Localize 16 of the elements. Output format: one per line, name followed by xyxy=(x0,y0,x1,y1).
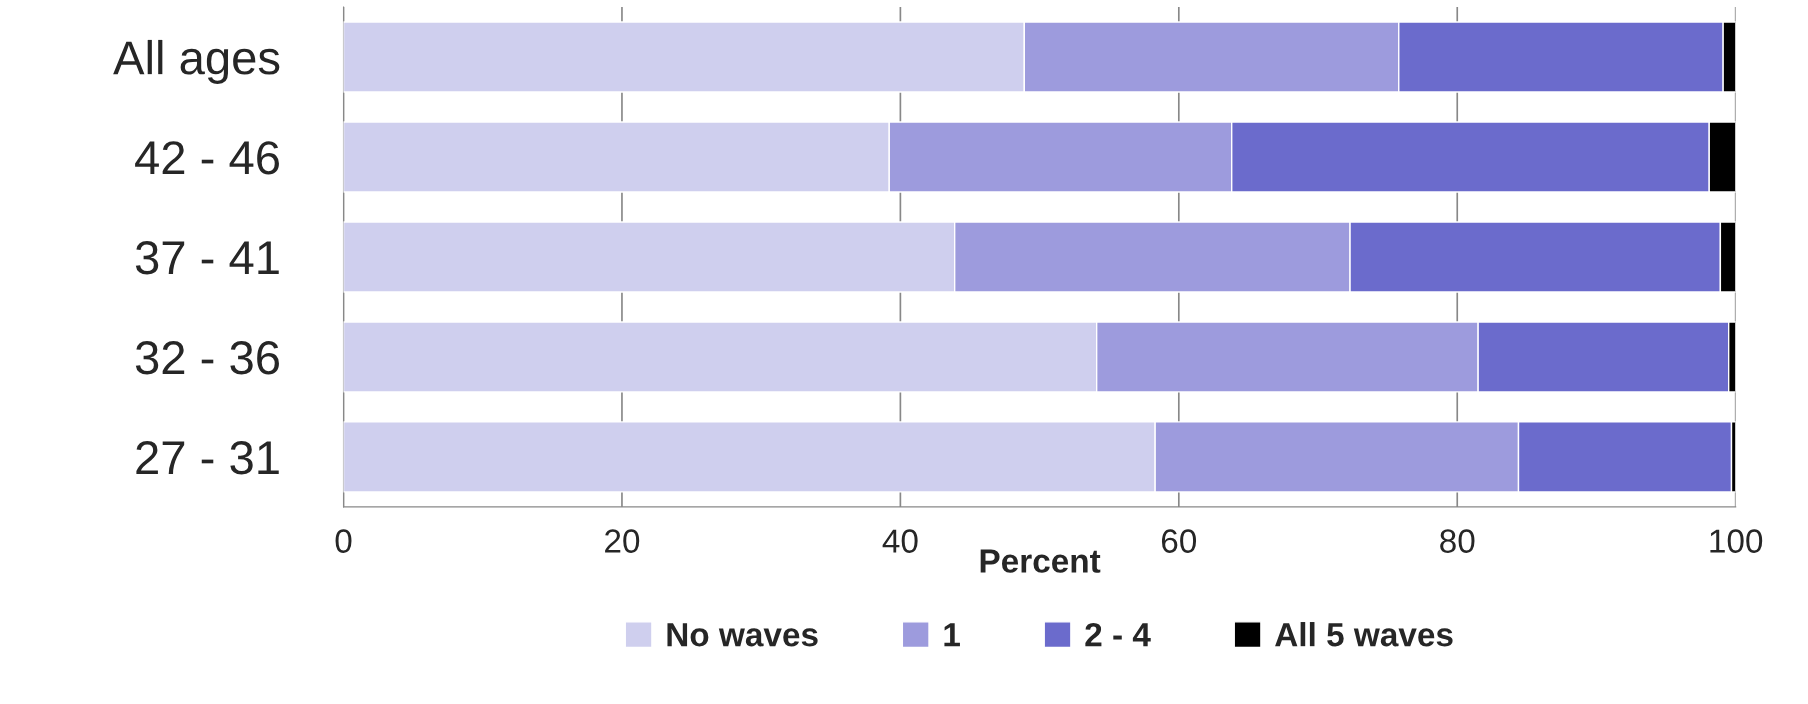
x-tick-label: 80 xyxy=(1440,529,1475,553)
legend-label: 1 xyxy=(944,623,960,647)
y-tick-label: 32 - 36 xyxy=(135,341,279,375)
legend-label: All 5 waves xyxy=(1275,622,1453,647)
y-tick-label: 42 - 46 xyxy=(135,141,279,175)
y-tick-label: 27 - 31 xyxy=(136,441,279,475)
x-tick-label: 40 xyxy=(882,529,918,553)
legend-label: No waves xyxy=(667,623,818,647)
x-tick-label: 0 xyxy=(335,529,352,553)
x-tick-label: 20 xyxy=(605,529,640,553)
x-tick-label: 60 xyxy=(1161,529,1197,553)
x-tick-label: 100 xyxy=(1710,529,1763,553)
x-axis-title: Percent xyxy=(980,549,1101,573)
legend-label: 2 - 4 xyxy=(1085,622,1151,647)
y-tick-label: 37 - 41 xyxy=(135,241,279,275)
y-tick-label: All ages xyxy=(113,39,280,84)
